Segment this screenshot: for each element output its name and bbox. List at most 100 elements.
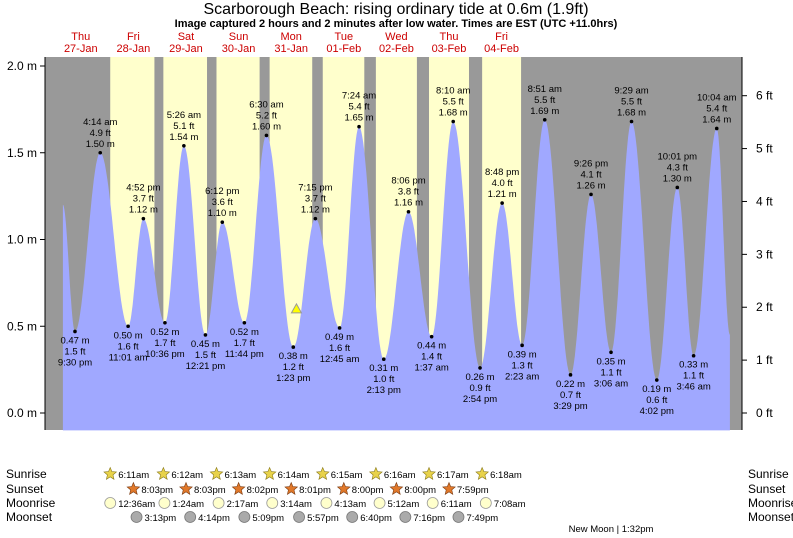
day-label-date: 04-Feb — [484, 43, 519, 55]
tide-point — [98, 150, 103, 155]
tide-point — [291, 345, 296, 349]
day-label-dow: Wed — [385, 31, 407, 43]
tide-time-label: 4:52 pm — [126, 183, 160, 194]
tide-time-label: 12:21 pm — [186, 361, 226, 372]
sunset-time: 8:03pm — [194, 485, 226, 496]
tide-feet-label: 4.3 ft — [667, 162, 688, 173]
sunset-time: 8:00pm — [352, 485, 384, 496]
chart-title: Scarborough Beach: rising ordinary tide … — [203, 1, 588, 18]
tide-metres-label: 1.60 m — [252, 121, 281, 132]
day-label-date: 27-Jan — [64, 43, 98, 55]
tide-metres-label: 0.35 m — [596, 356, 625, 367]
sunset-icon — [126, 481, 141, 495]
sunrise-icon — [103, 466, 118, 480]
tide-feet-label: 0.9 ft — [469, 383, 490, 394]
tide-point — [220, 220, 225, 224]
moonrise-icon — [212, 497, 225, 509]
moonrise-time: 6:11am — [441, 499, 472, 510]
tide-feet-label: 5.4 ft — [706, 103, 727, 114]
tide-feet-label: 1.6 ft — [118, 341, 139, 352]
tide-metres-label: 0.22 m — [556, 379, 585, 390]
moonset-time: 3:13pm — [145, 513, 177, 524]
tide-time-label: 12:45 am — [320, 354, 360, 365]
day-label-date: 02-Feb — [379, 43, 414, 55]
moonrise-icon — [104, 497, 117, 509]
tide-feet-label: 1.3 ft — [512, 360, 533, 371]
tide-time-label: 10:01 pm — [657, 151, 697, 162]
moonrise-icon — [373, 497, 386, 509]
tide-point — [500, 201, 504, 205]
tide-feet-label: 1.7 ft — [234, 338, 255, 349]
sunset-time: 8:01pm — [299, 485, 331, 496]
moonrise-icon — [158, 497, 171, 509]
tide-metres-label: 0.52 m — [230, 327, 259, 338]
moonset-time: 5:57pm — [307, 513, 339, 524]
tide-time-label: 6:12 pm — [205, 186, 239, 197]
sunset-icon — [284, 481, 299, 495]
right-tick-label: 1 ft — [756, 353, 773, 367]
tide-point — [313, 216, 318, 221]
right-tick-label: 6 ft — [756, 89, 773, 103]
moonrise-time: 3:14am — [280, 499, 312, 510]
tide-feet-label: 5.5 ft — [621, 97, 642, 108]
moonrise-time: 12:36am — [118, 499, 155, 510]
sunset-icon — [179, 481, 193, 495]
sunrise-icon — [156, 466, 171, 480]
moonrise-time: 4:13am — [334, 499, 366, 510]
tide-metres-label: 1.54 m — [169, 132, 198, 143]
sunrise-icon — [422, 466, 436, 480]
moonrise-icon — [266, 497, 279, 509]
current-tide-marker — [290, 302, 303, 314]
day-label-date: 28-Jan — [117, 43, 151, 55]
tide-feet-label: 1.1 ft — [683, 371, 704, 382]
tide-point — [126, 324, 130, 329]
tide-time-label: 1:23 pm — [276, 373, 310, 384]
tide-feet-label: 1.6 ft — [329, 343, 350, 354]
tide-metres-label: 0.33 m — [679, 360, 708, 371]
tide-point — [357, 124, 361, 129]
tide-time-label: 3:29 pm — [553, 401, 587, 412]
tide-metres-label: 1.68 m — [617, 108, 646, 119]
tide-time-label: 8:06 pm — [391, 176, 425, 187]
tide-area — [62, 119, 730, 431]
tide-feet-label: 4.1 ft — [580, 169, 601, 180]
day-label-dow: Fri — [495, 31, 508, 43]
day-label-date: 30-Jan — [222, 43, 256, 55]
moonset-icon — [238, 511, 251, 523]
right-tick-label: 4 ft — [756, 194, 773, 208]
tide-time-label: 9:29 am — [614, 86, 648, 97]
right-tick-label: 2 ft — [756, 300, 773, 314]
row-label-right: Moonset — [748, 510, 793, 524]
sunrise-icon — [262, 466, 277, 480]
left-tick-label: 1.5 m — [7, 146, 37, 160]
tide-point — [163, 320, 167, 325]
sunrise-icon — [475, 466, 490, 480]
tide-metres-label: 0.39 m — [508, 349, 537, 360]
tide-feet-label: 3.7 ft — [305, 194, 326, 205]
tide-point — [520, 343, 524, 348]
tide-point — [542, 117, 547, 122]
day-label-dow: Thu — [71, 31, 90, 43]
moonset-icon — [346, 511, 359, 523]
tide-point — [654, 378, 659, 382]
tide-time-label: 5:26 am — [167, 110, 201, 121]
day-label-dow: Sat — [178, 31, 195, 43]
tide-time-label: 2:54 pm — [463, 394, 497, 405]
left-tick-label: 2.0 m — [7, 59, 37, 73]
tide-time-label: 7:15 pm — [298, 183, 332, 194]
tide-point — [609, 350, 613, 355]
new-moon-label: New Moon | 1:32pm — [569, 524, 654, 535]
tide-point — [242, 320, 247, 325]
tide-point — [337, 326, 342, 330]
day-label-date: 31-Jan — [274, 43, 308, 55]
sunset-icon — [336, 481, 351, 495]
tide-feet-label: 1.0 ft — [373, 374, 394, 385]
sunrise-time: 6:16am — [384, 470, 416, 481]
tide-time-label: 8:51 am — [528, 84, 562, 95]
sunrise-time: 6:18am — [490, 470, 522, 481]
tide-feet-label: 5.2 ft — [256, 110, 277, 121]
tide-time-label: 8:10 am — [436, 86, 470, 97]
sunset-icon — [389, 481, 404, 495]
tide-point — [691, 353, 696, 358]
tide-feet-label: 1.7 ft — [154, 338, 175, 349]
